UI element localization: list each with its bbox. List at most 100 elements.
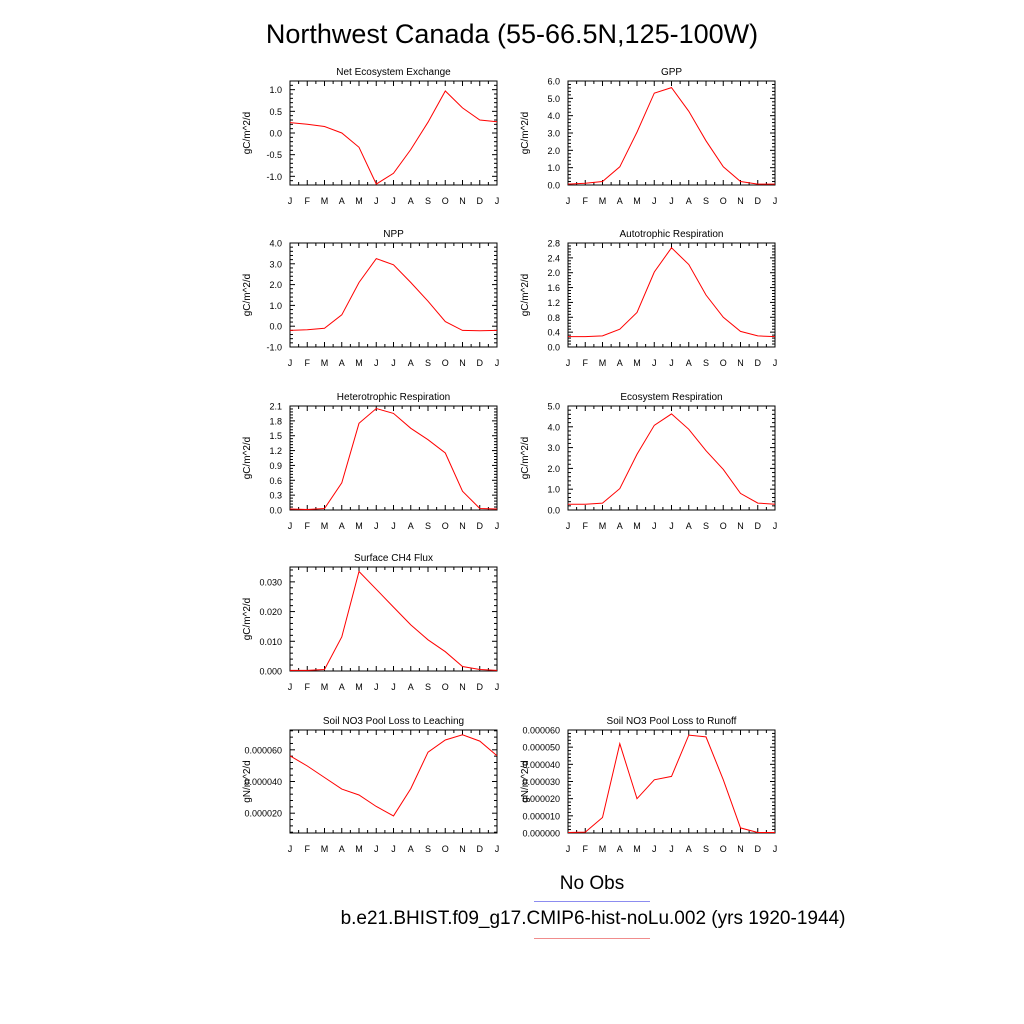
plot-frame bbox=[289, 566, 498, 672]
y-tick-label: 0.0 bbox=[547, 506, 560, 516]
x-tick-label: S bbox=[703, 521, 709, 531]
x-tick-label: J bbox=[566, 358, 571, 368]
x-tick-label: J bbox=[288, 844, 293, 854]
chart-title: Soil NO3 Pool Loss to Runoff bbox=[607, 716, 737, 727]
legend-obs-line bbox=[534, 901, 650, 902]
x-tick-label: J bbox=[669, 844, 674, 854]
x-tick-label: J bbox=[495, 196, 500, 206]
y-tick-label: 4.0 bbox=[547, 111, 560, 121]
chart-title: Ecosystem Respiration bbox=[620, 392, 722, 403]
x-tick-label: O bbox=[442, 844, 449, 854]
y-tick-label: 2.4 bbox=[547, 253, 560, 263]
x-tick-label: A bbox=[686, 358, 692, 368]
series-line bbox=[567, 87, 775, 185]
x-tick-label: D bbox=[477, 521, 484, 531]
y-tick-label: 5.0 bbox=[547, 402, 560, 412]
x-tick-label: D bbox=[477, 682, 484, 692]
y-tick-label: 0.000000 bbox=[522, 829, 560, 839]
y-axis-label: gC/m^2/d bbox=[242, 437, 253, 480]
x-tick-label: J bbox=[495, 521, 500, 531]
x-tick-label: J bbox=[652, 844, 657, 854]
x-tick-label: J bbox=[566, 521, 571, 531]
y-tick-label: 1.0 bbox=[547, 485, 560, 495]
x-tick-label: J bbox=[495, 682, 500, 692]
x-tick-label: N bbox=[459, 358, 466, 368]
x-tick-label: S bbox=[425, 682, 431, 692]
y-tick-label: 0.0 bbox=[547, 181, 560, 191]
x-tick-label: J bbox=[773, 521, 778, 531]
x-tick-label: J bbox=[773, 358, 778, 368]
chart-panel: Soil NO3 Pool Loss to Leaching gN/m^2/d J F… bbox=[242, 716, 499, 854]
y-tick-label: 5.0 bbox=[547, 94, 560, 104]
y-axis-label: gC/m^2/d bbox=[520, 274, 531, 317]
x-tick-label: M bbox=[355, 358, 363, 368]
x-tick-label: A bbox=[339, 844, 345, 854]
x-tick-label: F bbox=[305, 521, 311, 531]
x-tick-label: N bbox=[459, 844, 466, 854]
x-tick-label: M bbox=[633, 844, 641, 854]
x-tick-label: A bbox=[339, 521, 345, 531]
x-tick-label: A bbox=[408, 521, 414, 531]
y-tick-label: 1.0 bbox=[547, 163, 560, 173]
x-tick-label: N bbox=[459, 682, 466, 692]
page-title: Northwest Canada (55-66.5N,125-100W) bbox=[265, 19, 759, 49]
y-tick-label: 2.0 bbox=[547, 464, 560, 474]
x-tick-label: D bbox=[755, 521, 762, 531]
x-tick-label: M bbox=[321, 844, 329, 854]
x-tick-label: F bbox=[305, 682, 311, 692]
series-line bbox=[289, 407, 498, 511]
y-tick-label: 0.0 bbox=[269, 506, 282, 516]
x-tick-label: M bbox=[321, 196, 329, 206]
y-axis-label: gC/m^2/d bbox=[242, 274, 253, 317]
x-tick-label: O bbox=[442, 682, 449, 692]
x-tick-label: M bbox=[633, 358, 641, 368]
x-tick-label: A bbox=[408, 682, 414, 692]
chart-title: Autotrophic Respiration bbox=[620, 229, 724, 240]
x-tick-label: D bbox=[755, 358, 762, 368]
series-line bbox=[568, 247, 776, 338]
x-tick-label: N bbox=[737, 521, 744, 531]
x-tick-label: O bbox=[720, 521, 727, 531]
y-tick-label: 0.5 bbox=[269, 107, 282, 117]
x-tick-label: O bbox=[720, 196, 727, 206]
y-tick-label: 0.000 bbox=[259, 667, 282, 677]
y-tick-label: 0.000050 bbox=[522, 743, 560, 753]
y-tick-label: 2.1 bbox=[269, 402, 282, 412]
series-line bbox=[568, 413, 776, 505]
y-axis-label: gN/m^2/d bbox=[242, 760, 253, 803]
x-tick-label: A bbox=[617, 844, 623, 854]
y-tick-label: 0.000010 bbox=[522, 811, 560, 821]
y-tick-label: 0.000040 bbox=[244, 777, 282, 787]
y-tick-label: 6.0 bbox=[547, 77, 560, 87]
y-tick-label: 1.5 bbox=[269, 431, 282, 441]
x-tick-label: D bbox=[477, 196, 484, 206]
x-tick-label: D bbox=[477, 358, 484, 368]
y-tick-label: 0.000060 bbox=[522, 726, 560, 736]
x-tick-label: A bbox=[408, 358, 414, 368]
y-tick-label: 3.0 bbox=[269, 259, 282, 269]
plot-frame bbox=[289, 242, 498, 348]
series-line bbox=[289, 90, 498, 185]
x-tick-label: J bbox=[773, 196, 778, 206]
y-tick-label: 2.0 bbox=[547, 268, 560, 278]
chart-title: Heterotrophic Respiration bbox=[337, 392, 450, 403]
x-tick-label: S bbox=[425, 358, 431, 368]
x-tick-label: M bbox=[355, 682, 363, 692]
y-tick-label: 0.000030 bbox=[522, 777, 560, 787]
x-tick-label: J bbox=[773, 844, 778, 854]
x-tick-label: A bbox=[339, 358, 345, 368]
y-tick-label: -1.0 bbox=[266, 172, 282, 182]
series-line bbox=[567, 734, 775, 833]
y-tick-label: 1.8 bbox=[269, 416, 282, 426]
x-tick-label: A bbox=[686, 844, 692, 854]
y-tick-label: 0.8 bbox=[547, 313, 560, 323]
y-tick-label: 0.9 bbox=[269, 461, 282, 471]
chart-title: NPP bbox=[383, 229, 404, 240]
x-tick-label: F bbox=[305, 358, 311, 368]
x-tick-label: D bbox=[477, 844, 484, 854]
y-axis-label: gC/m^2/d bbox=[520, 437, 531, 480]
legend-model-label: b.e21.BHIST.f09_g17.CMIP6-hist-noLu.002 … bbox=[340, 908, 846, 929]
